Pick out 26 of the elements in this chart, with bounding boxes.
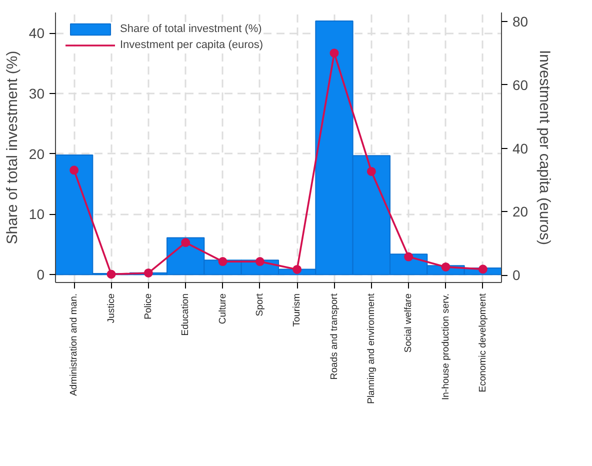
y-tick-label: 20 [28,146,45,162]
y2-tick-label: 80 [512,13,528,30]
x-tick-label: Police [142,294,154,320]
y-tick-label: 30 [28,85,45,102]
x-tick-label: Planning and environment [366,293,377,404]
y-axis-title: Share of total investment (%) [4,50,21,244]
y-tick-label: 40 [28,25,45,42]
x-tick-label: Social welfare [403,294,414,353]
x-tick-label: Tourism [292,293,303,327]
y2-tick-label: 40 [512,140,528,156]
x-tick-label: Justice [106,293,117,324]
y-tick-label: 0 [36,266,45,283]
y2-tick-label: 60 [512,76,528,93]
legend-label: Investment per capita (euros) [120,39,264,51]
y-tick-label: 10 [28,206,45,222]
y2-axis-title: Investment per capita (euros) [536,50,554,246]
x-tick-label: Administration and man. [68,293,80,396]
y2-tick-label: 20 [512,204,528,220]
x-tick-label: Sport [254,293,266,316]
x-tick-label: Economic development [477,293,488,392]
x-tick-label: In-house production serv. [440,293,452,400]
x-tick-label: Culture [217,294,228,324]
legend-label: Share of total investment (%) [120,23,262,35]
y2-tick-label: 0 [512,267,520,284]
x-tick-label: Roads and transport [328,293,340,380]
x-tick-label: Education [180,293,192,336]
